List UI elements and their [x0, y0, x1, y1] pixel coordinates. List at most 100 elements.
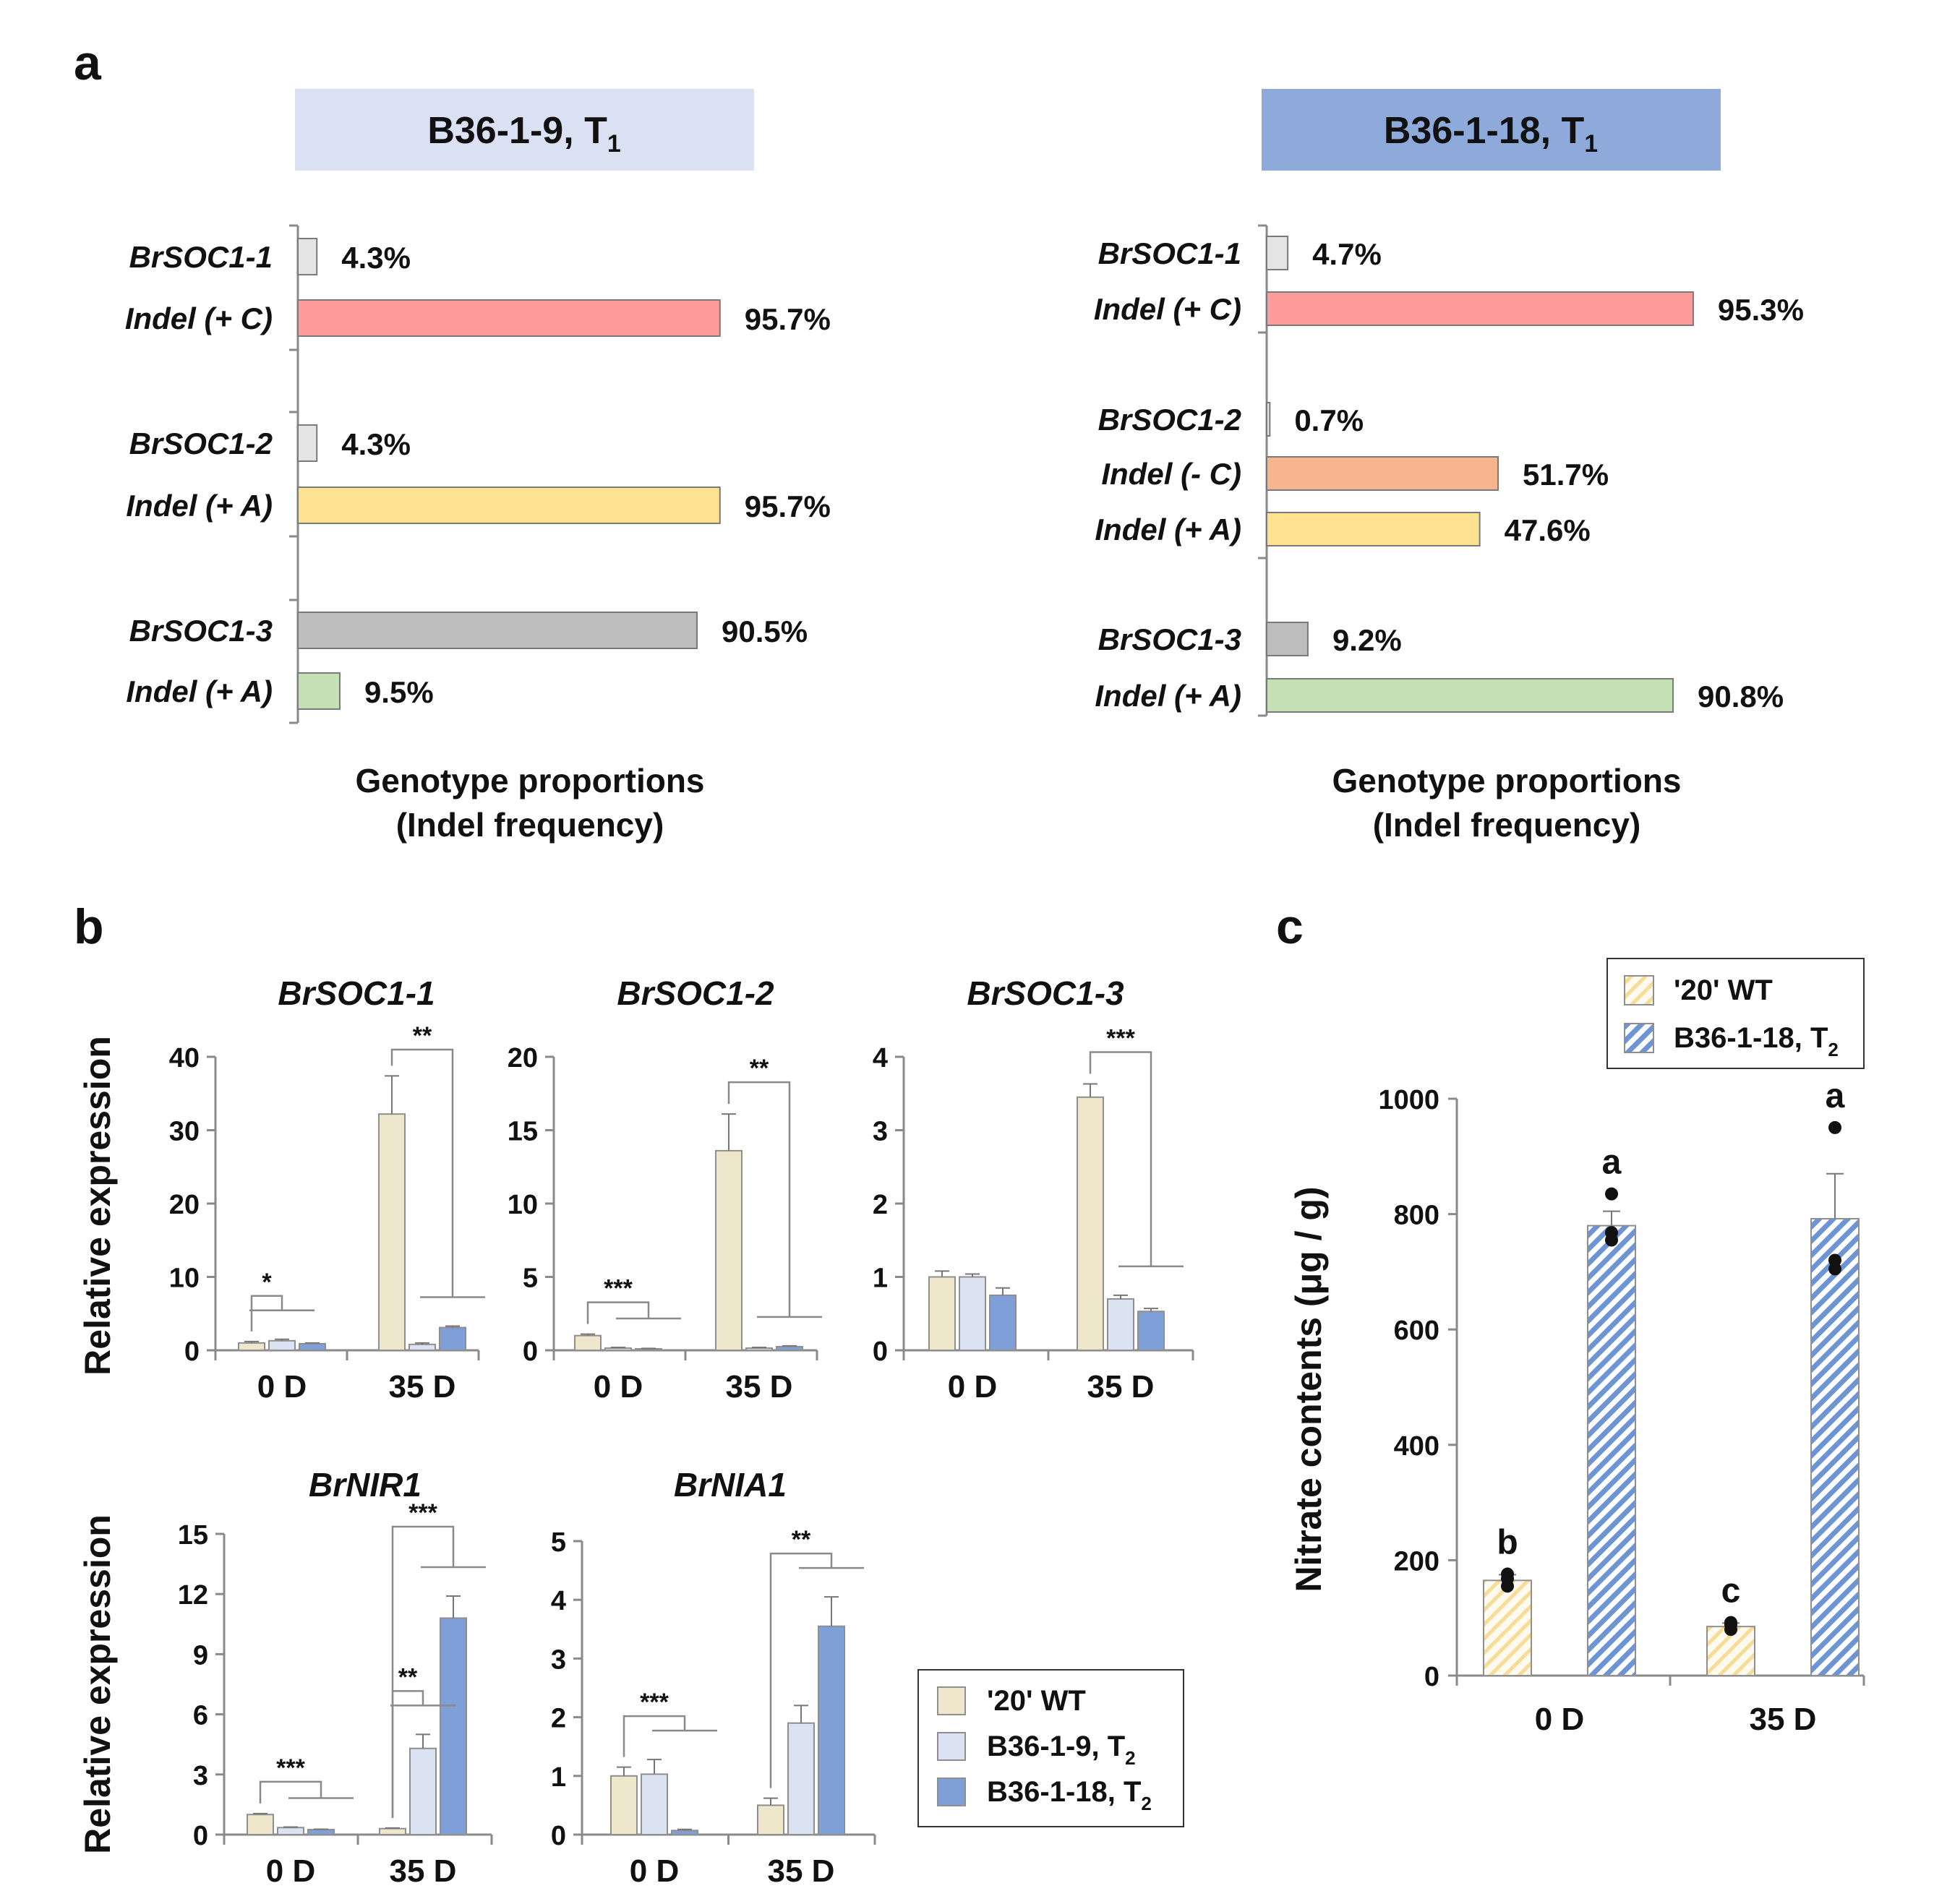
panel-label-b: b [74, 899, 104, 954]
legend-label: B36-1-18, T2 [1674, 1022, 1839, 1060]
y-tick-label: 3 [193, 1761, 208, 1791]
y-tick-label: 0 [873, 1337, 888, 1367]
bar [297, 424, 318, 462]
significance-letter: a [1826, 1077, 1845, 1115]
bar [440, 1617, 467, 1835]
value-label: 4.7% [1312, 237, 1382, 271]
row-label: BrSOC1-3 [1098, 622, 1241, 656]
y-tick-label: 3 [551, 1644, 566, 1675]
bar [671, 1830, 698, 1835]
legend-swatch [937, 1732, 966, 1761]
bar [818, 1625, 845, 1835]
significance-bracket [390, 1048, 454, 1298]
bar [1266, 512, 1481, 546]
y-tick-label: 20 [508, 1043, 538, 1073]
y-tick-label: 0 [1424, 1662, 1439, 1692]
value-label: 90.8% [1698, 679, 1784, 713]
significance-bracket [727, 1081, 791, 1317]
panel-b-legend: '20' WT B36-1-9, T2 B36-1-18, T2 [917, 1669, 1184, 1827]
significance-bracket [259, 1780, 322, 1804]
significance-letter: a [1602, 1144, 1622, 1182]
bar [959, 1276, 986, 1351]
value-label: 4.3% [341, 241, 411, 275]
legend-swatch [1624, 1023, 1654, 1053]
y-tick-label: 1 [873, 1264, 888, 1294]
header-text: B36-1-18, T1 [1384, 110, 1598, 158]
value-label: 95.7% [745, 489, 831, 523]
significance-bracket [769, 1552, 833, 1788]
bar [787, 1722, 815, 1835]
panel-label-a: a [74, 35, 102, 90]
y-tick-label: 12 [178, 1580, 208, 1611]
y-tick-label: 200 [1394, 1546, 1439, 1577]
y-tick-label: 2 [873, 1190, 888, 1220]
x-category-label: 35 D [1087, 1369, 1155, 1405]
significance-marker: ** [750, 1055, 769, 1082]
chart-title: BrNIR1 [309, 1466, 422, 1504]
chart-title: BrSOC1-3 [967, 974, 1124, 1012]
x-category-label: 35 D [390, 1853, 457, 1889]
x-category-label: 35 D [1750, 1702, 1817, 1737]
significance-bracket [1089, 1051, 1152, 1266]
bar [379, 1827, 406, 1835]
y-tick-label: 4 [873, 1043, 888, 1073]
significance-letter: b [1497, 1524, 1518, 1562]
bar [715, 1149, 743, 1352]
row-label: Indel (+ A) [1095, 679, 1241, 713]
x-category-label: 35 D [726, 1369, 793, 1405]
x-category-label: 35 D [389, 1369, 456, 1405]
bar [1483, 1579, 1532, 1677]
x-axis-title-line2: (Indel frequency) [396, 806, 664, 844]
panel-a-left-chart: B36-1-9, T1 BrSOC1-1 4.3% Indel (+ C) 95.7% B… [125, 89, 831, 844]
bar [1266, 456, 1499, 491]
y-tick-label: 600 [1394, 1316, 1439, 1346]
bar [1587, 1225, 1636, 1677]
bar [989, 1294, 1017, 1351]
y-tick-label: 15 [508, 1117, 538, 1147]
bar [745, 1347, 773, 1351]
y-tick-label: 1 [551, 1762, 566, 1793]
value-label: 47.6% [1505, 513, 1591, 547]
significance-bracket [622, 1715, 686, 1757]
bar [378, 1113, 406, 1352]
bar [439, 1326, 466, 1352]
bar [757, 1804, 784, 1835]
significance-bracket [250, 1295, 283, 1331]
legend-label: B36-1-9, T2 [987, 1731, 1136, 1769]
legend-swatch [1624, 975, 1654, 1005]
y-tick-label: 9 [193, 1640, 208, 1671]
row-label: Indel (+ A) [126, 674, 273, 708]
bar [1266, 236, 1289, 270]
x-category-label: 35 D [768, 1853, 835, 1889]
significance-marker: ** [413, 1022, 432, 1050]
significance-marker: *** [604, 1275, 633, 1303]
data-point [1828, 1120, 1841, 1134]
y-tick-label: 400 [1394, 1431, 1439, 1462]
bar [928, 1276, 956, 1351]
row-label: Indel (+ C) [125, 301, 273, 335]
chart-title: BrSOC1-2 [617, 974, 774, 1012]
x-category-label: 0 D [948, 1369, 997, 1405]
chart-title: BrSOC1-1 [278, 974, 435, 1012]
x-category-label: 0 D [630, 1853, 679, 1889]
y-tick-label: 4 [551, 1586, 566, 1616]
row-label: BrSOC1-2 [129, 426, 273, 460]
y-tick-label: 30 [169, 1117, 200, 1147]
row-label: Indel (+ A) [126, 489, 273, 523]
bar [776, 1345, 803, 1352]
bar [1107, 1298, 1134, 1351]
data-point [1605, 1187, 1618, 1201]
data-point [1724, 1616, 1737, 1629]
bar [297, 299, 721, 337]
x-category-label: 0 D [1535, 1702, 1584, 1737]
significance-bracket [391, 1525, 455, 1818]
value-label: 90.5% [722, 614, 808, 648]
data-point [1501, 1567, 1514, 1581]
chart-title: BrNIA1 [674, 1466, 787, 1504]
y-tick-label: 0 [523, 1337, 538, 1367]
y-tick-label: 2 [551, 1704, 566, 1734]
